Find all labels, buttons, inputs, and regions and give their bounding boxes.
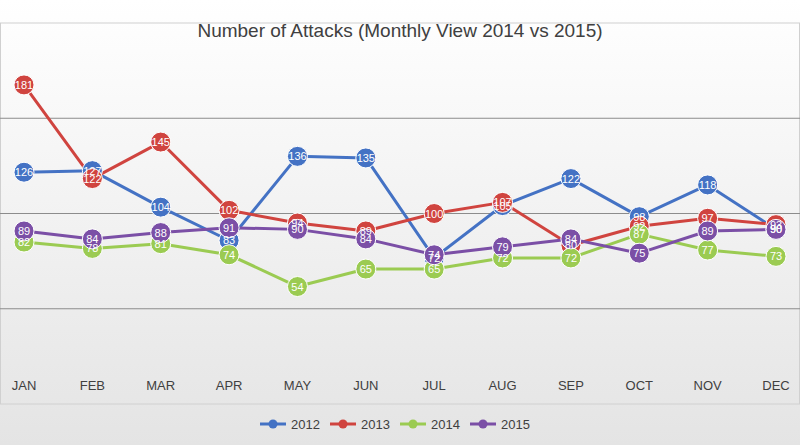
- legend: 2012 2013 2014 2015: [260, 417, 530, 432]
- data-label: 91: [223, 222, 235, 234]
- x-tick-label: MAR: [146, 378, 175, 393]
- data-label: 84: [86, 233, 98, 245]
- legend-marker: [269, 420, 278, 429]
- legend-label: 2012: [291, 417, 320, 432]
- data-point: [424, 204, 444, 224]
- data-point: [356, 259, 376, 279]
- data-label: 89: [18, 225, 30, 237]
- data-label: 100: [425, 208, 443, 220]
- data-point: [14, 162, 34, 182]
- data-label: 102: [220, 204, 238, 216]
- legend-marker: [339, 420, 348, 429]
- legend-label: 2013: [361, 417, 390, 432]
- x-tick-label: FEB: [80, 378, 105, 393]
- plot-area: [14, 75, 786, 297]
- data-label: 136: [288, 150, 306, 162]
- series-line: [24, 156, 776, 258]
- chart-svg: Number of Attacks (Monthly View 2014 vs …: [0, 0, 800, 445]
- data-point: [151, 197, 171, 217]
- legend-marker: [479, 420, 488, 429]
- data-label: 104: [152, 201, 170, 213]
- data-point: [287, 277, 307, 297]
- background: [0, 0, 800, 445]
- data-point: [424, 245, 444, 265]
- x-tick-label: AUG: [488, 378, 516, 393]
- data-label: 84: [360, 233, 372, 245]
- data-label: 87: [633, 228, 645, 240]
- data-label: 72: [496, 252, 508, 264]
- data-label: 135: [357, 152, 375, 164]
- grid-line: [0, 213, 800, 214]
- data-label: 75: [633, 247, 645, 259]
- data-label: 79: [496, 241, 508, 253]
- series-line: [24, 228, 776, 255]
- data-label: 65: [428, 263, 440, 275]
- data-labels: 1261271048313613572105122981189018112214…: [15, 79, 782, 293]
- data-label: 90: [770, 223, 782, 235]
- data-label: 122: [562, 173, 580, 185]
- data-label: 97: [702, 212, 714, 224]
- data-point: [698, 175, 718, 195]
- data-label: 84: [565, 233, 577, 245]
- data-point: [219, 245, 239, 265]
- data-label: 90: [291, 223, 303, 235]
- data-label: 74: [223, 249, 235, 261]
- x-tick-label: JAN: [12, 378, 37, 393]
- data-label: 72: [565, 252, 577, 264]
- plot-frame: [1, 23, 800, 404]
- data-label: 90: [770, 223, 782, 235]
- chart-container: Number of Attacks (Monthly View 2014 vs …: [0, 0, 800, 445]
- x-tick-label: NOV: [694, 378, 723, 393]
- data-point: [356, 148, 376, 168]
- legend-label: 2014: [431, 417, 460, 432]
- x-tick-label: MAY: [284, 378, 312, 393]
- data-point: [493, 192, 513, 212]
- data-label: 73: [770, 250, 782, 262]
- data-point: [698, 240, 718, 260]
- data-label: 89: [702, 225, 714, 237]
- legend-marker: [409, 420, 418, 429]
- data-point: [766, 246, 786, 266]
- chart-title: Number of Attacks (Monthly View 2014 vs …: [197, 20, 602, 41]
- grid-line: [0, 308, 800, 309]
- x-tick-label: APR: [216, 378, 243, 393]
- data-label: 107: [493, 196, 511, 208]
- series-line: [24, 85, 776, 245]
- data-point: [14, 75, 34, 95]
- data-label: 118: [699, 179, 717, 191]
- data-label: 181: [15, 79, 33, 91]
- legend-label: 2015: [501, 417, 530, 432]
- data-label: 54: [291, 281, 303, 293]
- x-tick-label: JUN: [353, 378, 378, 393]
- data-label: 83: [223, 234, 235, 246]
- x-tick-label: DEC: [762, 378, 789, 393]
- grid-line: [0, 118, 800, 119]
- data-label: 88: [155, 227, 167, 239]
- x-tick-label: OCT: [626, 378, 654, 393]
- data-label: 145: [152, 136, 170, 148]
- data-label: 122: [83, 173, 101, 185]
- data-point: [629, 243, 649, 263]
- x-tick-label: JUL: [423, 378, 446, 393]
- x-tick-label: SEP: [558, 378, 584, 393]
- data-point: [151, 132, 171, 152]
- data-point: [561, 169, 581, 189]
- data-label: 126: [15, 166, 33, 178]
- data-label: 65: [360, 263, 372, 275]
- series-line: [24, 234, 776, 286]
- data-label: 77: [702, 244, 714, 256]
- data-label: 74: [428, 249, 440, 261]
- data-point: [287, 146, 307, 166]
- data-point: [766, 219, 786, 239]
- data-point: [766, 219, 786, 239]
- data-label: 82: [18, 236, 30, 248]
- data-label: 81: [155, 238, 167, 250]
